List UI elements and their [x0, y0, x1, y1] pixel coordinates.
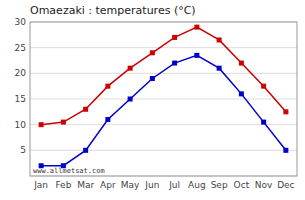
x-tick-label: Aug [188, 180, 206, 190]
grid-line [30, 150, 297, 151]
x-tick-label: Mar [77, 180, 94, 190]
grid-line [30, 73, 297, 74]
y-tick-label: 25 [15, 43, 26, 53]
y-tick-label: 5 [20, 145, 26, 155]
grid-line [30, 124, 297, 125]
point [83, 148, 88, 153]
point [239, 61, 244, 66]
y-tick-label: 15 [15, 94, 26, 104]
x-tick-label: Jan [33, 180, 48, 190]
point [39, 122, 44, 127]
point [217, 37, 222, 42]
y-tick-label: 30 [15, 17, 27, 27]
watermark: www.allmetsat.com [33, 167, 105, 175]
point [150, 76, 155, 81]
x-tick-label: Oct [234, 180, 250, 190]
plot-frame [30, 22, 297, 176]
x-tick-label: Nov [255, 180, 273, 190]
point [217, 66, 222, 71]
x-tick-label: Sep [211, 180, 228, 190]
title: Omaezaki : temperatures (°C) [30, 4, 196, 17]
series-line [41, 27, 286, 125]
chart: Omaezaki : temperatures (°C) 5 10 15 20 25 30 J… [0, 0, 305, 200]
point [83, 107, 88, 112]
x-tick-label: Jun [144, 180, 159, 190]
point [261, 120, 266, 125]
grid-line [30, 99, 297, 100]
point [194, 53, 199, 58]
point [283, 148, 288, 153]
point [239, 91, 244, 96]
point [105, 117, 110, 122]
point [105, 84, 110, 89]
point [128, 66, 133, 71]
y-tick-label: 10 [15, 120, 27, 130]
point [172, 61, 177, 66]
x-tick-label: May [121, 180, 140, 190]
grid [30, 22, 297, 176]
point [283, 109, 288, 114]
point [194, 25, 199, 30]
x-tick-label: Apr [100, 180, 116, 190]
x-tick-label: Jul [168, 180, 180, 190]
point [172, 35, 177, 40]
point [150, 50, 155, 55]
point [261, 84, 266, 89]
plot-area [39, 25, 289, 169]
point [128, 97, 133, 102]
point [61, 120, 66, 125]
series-line [41, 55, 286, 165]
y-tick-label: 20 [15, 68, 27, 78]
x-tick-label: Feb [55, 180, 71, 190]
x-tick-label: Dec [277, 180, 294, 190]
grid-line [30, 47, 297, 48]
